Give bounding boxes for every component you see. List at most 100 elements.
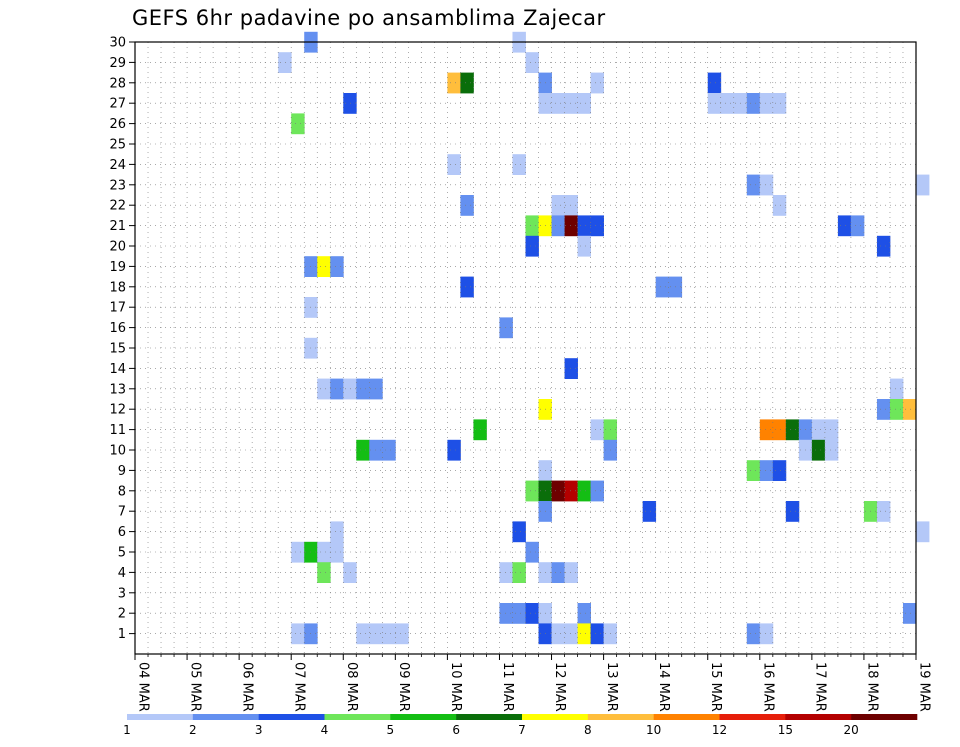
y-tick-label: 27: [109, 97, 126, 112]
y-tick-label: 21: [109, 219, 126, 234]
x-tick-label: 05 MAR: [188, 662, 203, 712]
legend-label: 3: [255, 723, 263, 737]
heatmap-cell: [564, 358, 578, 379]
heatmap-cell: [720, 93, 735, 114]
x-tick-label: 18 MAR: [864, 662, 879, 712]
heatmap-cell: [512, 521, 526, 543]
x-tick-label: 10 MAR: [448, 662, 463, 712]
y-tick-label: 17: [109, 301, 126, 316]
legend-swatch: [785, 714, 852, 720]
heatmap-cell: [499, 603, 513, 624]
heatmap-cell: [876, 235, 891, 257]
y-tick-label: 24: [109, 158, 126, 173]
heatmap-cell: [655, 276, 670, 298]
cells-layer: [278, 31, 930, 645]
heatmap-cell: [447, 72, 461, 94]
heatmap-cell: [902, 399, 917, 420]
heatmap-cell: [577, 93, 591, 114]
y-tick-label: 14: [109, 362, 126, 377]
legend-swatch: [127, 714, 194, 720]
x-tick-label: 12 MAR: [552, 662, 567, 712]
y-tick-label: 9: [118, 464, 126, 479]
heatmap-cell: [343, 93, 357, 114]
heatmap-cell: [577, 235, 591, 257]
y-tick-label: 11: [109, 423, 126, 438]
heatmap-cell: [746, 460, 761, 481]
heatmap-cell: [564, 215, 578, 237]
heatmap-cell: [525, 235, 539, 257]
heatmap-cell: [577, 215, 591, 237]
legend-swatch: [522, 714, 589, 720]
x-tick-label: 14 MAR: [656, 662, 671, 712]
x-tick-label: 16 MAR: [760, 662, 775, 712]
heatmap-cell: [746, 174, 761, 196]
chart-title: GEFS 6hr padavine po ansamblima Zajecar: [132, 6, 606, 30]
legend-label: 15: [778, 723, 793, 737]
heatmap-cell: [577, 480, 591, 502]
heatmap-cell: [356, 378, 370, 400]
y-tick-label: 15: [109, 342, 126, 357]
heatmap-cell: [551, 93, 565, 114]
y-tick-label: 23: [109, 178, 126, 193]
legend-label: 5: [387, 723, 395, 737]
heatmap-cell: [590, 72, 604, 94]
heatmap-cell: [850, 215, 865, 237]
heatmap-cell: [447, 439, 461, 461]
heatmap-cell: [824, 439, 839, 461]
y-tick-label: 6: [118, 525, 126, 540]
heatmap-cell: [512, 154, 526, 175]
heatmap-cell: [577, 623, 591, 645]
y-tick-label: 26: [109, 117, 126, 132]
heatmap-cell: [876, 501, 891, 522]
heatmap-cell: [460, 195, 474, 216]
legend-label: 8: [584, 723, 592, 737]
legend-label: 2: [189, 723, 197, 737]
x-tick-label: 17 MAR: [812, 662, 827, 712]
heatmap-cell: [564, 623, 578, 645]
heatmap-cell: [876, 399, 891, 420]
heatmap-cell: [759, 93, 774, 114]
legend: 1 2 3 4 5 6 7 8 10 12 15 20: [123, 714, 918, 737]
y-tick-label: 29: [109, 56, 126, 71]
y-tick-label: 8: [118, 484, 126, 499]
heatmap-cell: [590, 215, 604, 237]
heatmap-cell: [330, 256, 344, 277]
x-tick-label: 07 MAR: [292, 662, 307, 712]
y-tick-label: 2: [118, 607, 126, 622]
y-tick-label: 22: [109, 199, 126, 214]
heatmap-cell: [317, 378, 331, 400]
x-tick-label: 13 MAR: [604, 662, 619, 712]
heatmap-cell: [772, 195, 787, 216]
y-tick-label: 7: [118, 505, 126, 520]
legend-swatch: [258, 714, 325, 720]
y-tick-label: 10: [109, 444, 126, 459]
heatmap-cell: [525, 541, 539, 563]
heatmap-cell: [916, 174, 930, 196]
heatmap-cell: [395, 623, 409, 645]
heatmap-cell: [837, 215, 852, 237]
heatmap-cell: [811, 419, 826, 441]
y-tick-label: 13: [109, 382, 126, 397]
heatmap-cell: [382, 439, 396, 461]
y-tick-label: 16: [109, 321, 126, 336]
heatmap-cell: [369, 439, 383, 461]
heatmap-cell: [759, 174, 774, 196]
heatmap-cell: [772, 460, 787, 481]
legend-swatch: [456, 714, 523, 720]
heatmap-cell: [590, 419, 604, 441]
heatmap-cell: [902, 603, 917, 624]
heatmap-cell: [707, 93, 722, 114]
heatmap-cell: [746, 93, 761, 114]
y-tick-label: 20: [109, 240, 126, 255]
heatmap-cell: [447, 154, 461, 175]
y-tick-label: 5: [118, 546, 126, 561]
heatmap-cell: [525, 480, 539, 502]
heatmap-cell: [317, 562, 331, 583]
y-tick-label: 19: [109, 260, 126, 275]
legend-swatch: [324, 714, 391, 720]
heatmap-cell: [811, 439, 826, 461]
y-tick-label: 3: [118, 586, 126, 601]
heatmap-cell: [330, 541, 344, 563]
heatmap-cell: [590, 480, 604, 502]
